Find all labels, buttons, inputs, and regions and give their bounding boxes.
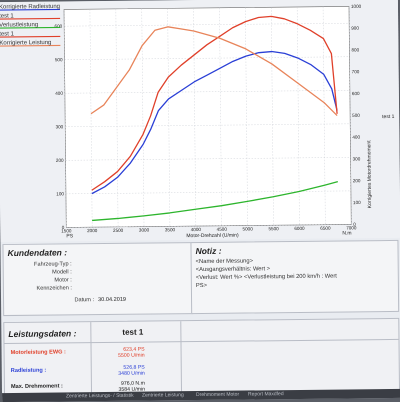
right-axis-title: Korrigiertes Motordrehmoment [366,140,373,208]
legend-swatch [0,44,61,47]
x-grid-line [271,7,274,226]
x-axis-label: Motor-Drehzahl (U/min) [186,233,239,240]
tab-drehmoment-motor[interactable]: Drehmoment Motor [196,391,240,399]
left-tick-label: 300 [56,124,64,129]
y-grid-line [65,157,351,161]
max-drehmoment-label: Max. Drehmoment : [10,383,63,390]
right-tick-label: 500 [352,113,360,118]
legend-swatch [0,17,61,20]
leistungsdaten-panel: Leistungsdaten : test 1 Motorleistung EW… [3,317,400,399]
legend-entry: test 1 [0,31,15,37]
right-tick-label: 100 [353,200,361,205]
x-tick-label: 5500 [268,226,279,231]
power-chart: 0 100 200 300 400 500 600 0 100 200 300 400 500 600 7… [0,0,400,243]
radleistung-label: Radleistung : [10,367,47,374]
notiz-line-2: <Ausgangsverhältnis: Wert > [195,266,271,274]
kundendaten-panel: Kundendaten : Fahrzeug-Typ : Modell : Mo… [2,242,194,317]
x-grid-line [63,9,67,228]
modell-label: Modell : [52,269,72,276]
right-tick-label: 0 [353,222,356,227]
x-tick-label: 6500 [320,226,331,231]
y-grid-line [65,123,351,127]
x-tick-label: 4500 [217,227,228,232]
notiz-line-1: <Name der Messung> [195,258,254,266]
x-tick-label: 4000 [191,227,202,232]
x-grid-line [167,8,171,227]
legend-swatch [0,35,61,38]
tab-statistik[interactable]: Zentrierte Leistungs- / Statistik [66,392,134,400]
legend-entry: Verlustleistung [0,22,38,28]
x-tick-label: 5000 [243,226,254,231]
x-grid-line [245,7,248,226]
datum-label: Datum : [74,297,95,304]
kundendaten-title: Kundendaten : [7,247,68,259]
left-tick-label: 400 [55,91,63,96]
tab-zentrierte-leistung[interactable]: Zentrierte Leistung [142,392,184,399]
y-grid-line [66,224,352,228]
legend-swatch [0,8,61,11]
series-line [91,50,338,195]
right-tick-label: 400 [352,135,360,140]
x-grid-line [348,6,352,225]
left-unit-label: PS [66,233,73,239]
x-grid-line [219,7,222,226]
right-legend-label: test 1 [382,114,395,120]
x-grid-line [296,6,300,225]
right-tick-label: 200 [353,178,361,183]
x-tick-label: 1500 [61,228,72,233]
left-tick-label: 500 [55,57,63,62]
y-grid-line [64,90,350,94]
right-tick-label: 600 [352,91,360,96]
x-tick-label: 6000 [294,226,305,231]
right-unit-label: N.m [342,230,351,236]
left-tick-label: 200 [56,158,64,163]
x-grid-line [193,8,197,227]
x-grid-line [115,8,119,227]
series-line [90,26,338,117]
x-tick-label: 2500 [113,228,124,233]
y-grid-line [65,190,351,195]
x-grid-line [89,9,93,228]
series-line [92,181,338,222]
right-tick-label: 900 [351,26,359,31]
leistungsdaten-title: Leistungsdaten : [8,328,77,340]
right-tick-label: 300 [353,156,361,161]
x-tick-label: 7000 [346,225,357,230]
left-tick-label: 600 [54,24,62,29]
series-line [91,15,338,191]
y-grid-line [64,22,350,27]
fahrzeug-typ-label: Fahrzeug-Typ : [34,261,72,268]
notiz-line-3: <Verlust: Wert %> <Verlustleistung bei 2… [195,273,337,282]
notiz-panel: Notiz : <Name der Messung> <Ausgangsverh… [190,239,400,315]
y-grid-line [64,56,350,60]
left-tick-label: 100 [56,191,64,196]
right-tick-label: 800 [351,47,359,52]
x-tick-label: 3500 [165,227,176,232]
legend-entry: Korrigierte Radleistung [0,4,60,11]
notiz-line-4: PS> [195,282,208,290]
motor-label: Motor : [54,277,72,284]
x-grid-line [322,6,326,225]
right-tick-label: 1000 [351,4,362,9]
x-tick-label: 3000 [139,228,150,233]
column-header-test1: test 1 [122,327,144,337]
tab-report[interactable]: Report Maxdfed [248,391,284,398]
legend-entry: test 1 [0,13,14,19]
left-tick-label: 0 [62,225,65,230]
x-tick-label: 2000 [87,228,98,233]
datum-value: 30.04.2019 [98,296,127,304]
notiz-title: Notiz : [195,245,222,257]
right-tick-label: 700 [352,69,360,74]
kennzeichen-label: Kennzeichen : [36,285,72,292]
legend-swatch [0,26,61,29]
legend-entry: Korrigierte Leistung [0,40,51,47]
motorleistung-rpm: 5500 U/min [118,352,145,359]
motorleistung-label: Motorleistung EWG : [10,349,66,356]
radleistung-rpm: 3480 U/min [118,370,145,377]
